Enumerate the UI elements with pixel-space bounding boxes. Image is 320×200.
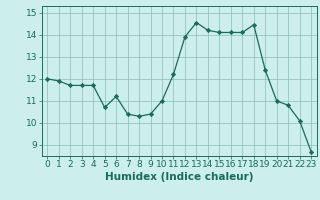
X-axis label: Humidex (Indice chaleur): Humidex (Indice chaleur) <box>105 172 253 182</box>
